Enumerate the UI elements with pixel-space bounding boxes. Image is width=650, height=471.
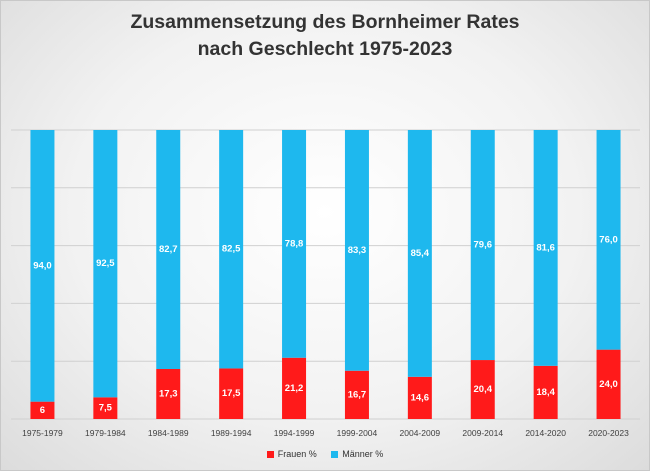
bar-maenner xyxy=(219,130,244,369)
data-label-frauen: 20,4 xyxy=(474,384,493,395)
bar-frauen xyxy=(407,376,432,419)
legend-label-frauen: Frauen % xyxy=(277,449,317,459)
x-tick-label: 1975-1979 xyxy=(22,428,63,438)
bar-maenner xyxy=(156,130,181,370)
bar-maenner xyxy=(93,130,118,398)
chart-title-line-2: nach Geschlecht 1975-2023 xyxy=(197,38,453,60)
chart-title: Zusammensetzung des Bornheimer Rates nac… xyxy=(0,9,650,63)
legend-swatch-frauen xyxy=(266,450,274,458)
x-tick-label: 2004-2009 xyxy=(400,428,441,438)
data-label-frauen: 21,2 xyxy=(285,383,304,394)
data-label-frauen: 17,5 xyxy=(222,388,241,399)
bar-frauen xyxy=(93,397,118,419)
data-label-maenner: 79,6 xyxy=(474,240,493,251)
data-label-maenner: 83,3 xyxy=(348,245,367,256)
bar-frauen xyxy=(533,365,558,419)
data-label-frauen: 7,5 xyxy=(99,403,113,414)
bar-maenner xyxy=(30,130,55,402)
data-label-maenner: 78,8 xyxy=(285,238,304,249)
bar-frauen xyxy=(30,401,55,419)
bar-maenner xyxy=(344,130,369,371)
bar-frauen xyxy=(470,360,495,419)
bar-maenner xyxy=(470,130,495,361)
x-tick-label: 2014-2020 xyxy=(525,428,566,438)
bar-frauen xyxy=(156,369,181,419)
bar-frauen xyxy=(282,357,307,419)
x-tick-label: 1994-1999 xyxy=(274,428,315,438)
data-label-frauen: 17,3 xyxy=(159,389,178,400)
data-label-maenner: 92,5 xyxy=(96,258,115,269)
x-tick-label: 2020-2023 xyxy=(588,428,629,438)
bar-frauen xyxy=(344,370,369,419)
data-label-maenner: 82,7 xyxy=(159,244,178,255)
bar-maenner xyxy=(596,130,621,350)
data-label-frauen: 24,0 xyxy=(599,379,618,390)
data-label-frauen: 14,6 xyxy=(411,392,430,403)
legend-item-frauen: Frauen % xyxy=(266,449,317,459)
data-label-maenner: 85,4 xyxy=(411,248,430,259)
data-label-frauen: 18,4 xyxy=(536,387,555,398)
data-label-maenner: 94,0 xyxy=(33,260,52,271)
data-label-frauen: 16,7 xyxy=(348,389,367,400)
bar-frauen xyxy=(596,349,621,419)
data-label-maenner: 81,6 xyxy=(536,242,555,253)
x-tick-label: 2009-2014 xyxy=(462,428,503,438)
data-label-maenner: 82,5 xyxy=(222,244,241,255)
bar-frauen xyxy=(219,368,244,419)
chart-title-line-1: Zusammensetzung des Bornheimer Rates xyxy=(130,11,520,33)
legend-item-maenner: Männer % xyxy=(331,449,383,459)
x-tick-label: 1989-1994 xyxy=(211,428,252,438)
bar-maenner xyxy=(407,130,432,377)
legend-label-maenner: Männer % xyxy=(342,449,384,459)
x-tick-label: 1984-1989 xyxy=(148,428,189,438)
bar-maenner xyxy=(282,130,307,358)
x-tick-label: 1979-1984 xyxy=(85,428,126,438)
legend-swatch-maenner xyxy=(331,450,339,458)
bar-maenner xyxy=(533,130,558,366)
legend: Frauen % Männer % xyxy=(0,449,650,460)
data-label-maenner: 76,0 xyxy=(599,234,618,245)
x-tick-label: 1999-2004 xyxy=(337,428,378,438)
data-label-frauen: 6 xyxy=(40,405,45,416)
